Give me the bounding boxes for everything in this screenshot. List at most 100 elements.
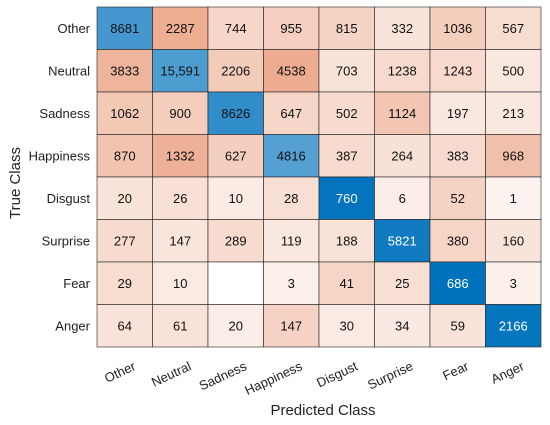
heatmap-cell-label-2-7: 213	[502, 106, 524, 121]
heatmap-cell-label-5-4: 188	[336, 233, 358, 248]
heatmap-cell-0-4	[318, 6, 375, 50]
heatmap-cell-label-3-7: 968	[502, 148, 524, 163]
heatmap-cell-6-7	[485, 261, 542, 305]
heatmap-cell-6-0	[96, 261, 153, 305]
heatmap-cell-label-7-2: 20	[229, 318, 243, 333]
heatmap-cell-3-6	[429, 134, 486, 178]
heatmap-cell-6-2	[207, 261, 264, 305]
heatmap-cell-2-2	[207, 91, 264, 135]
heatmap-cell-label-3-3: 4816	[277, 148, 306, 163]
heatmap-cell-4-6	[429, 176, 486, 220]
x-tick-label-1: Neutral	[149, 358, 193, 389]
heatmap-cell-7-5	[374, 304, 431, 348]
heatmap-cell-2-3	[263, 91, 320, 135]
heatmap-cell-label-1-0: 3833	[110, 63, 139, 78]
heatmap-cell-label-7-6: 59	[451, 318, 465, 333]
y-tick-label-4: Disgust	[47, 191, 91, 206]
heatmap-cell-label-4-5: 6	[399, 191, 406, 206]
heatmap-cell-label-4-6: 52	[451, 191, 465, 206]
heatmap-cell-label-4-7: 1	[510, 191, 517, 206]
heatmap-cell-0-3	[263, 6, 320, 50]
heatmap-cell-5-6	[429, 219, 486, 263]
heatmap-cell-2-1	[152, 91, 209, 135]
x-tick-label-0: Other	[102, 358, 138, 386]
heatmap-cell-label-1-5: 1238	[388, 63, 417, 78]
heatmap-cell-label-6-7: 3	[510, 276, 517, 291]
heatmap-cell-4-5	[374, 176, 431, 220]
y-tick-label-6: Fear	[63, 276, 90, 291]
heatmap-cell-label-4-4: 760	[336, 191, 358, 206]
heatmap-cell-1-7	[485, 49, 542, 93]
heatmap-cell-label-1-1: 15,591	[160, 63, 200, 78]
heatmap-cell-label-0-6: 1036	[443, 21, 472, 36]
heatmap-cell-1-5	[374, 49, 431, 93]
x-tick-label-7: Anger	[489, 358, 527, 387]
heatmap-cell-label-2-1: 900	[169, 106, 191, 121]
y-tick-label-1: Neutral	[48, 63, 90, 78]
heatmap-cell-2-5	[374, 91, 431, 135]
heatmap-cell-label-2-4: 502	[336, 106, 358, 121]
x-tick-label-5: Surprise	[365, 358, 415, 392]
heatmap-cell-4-2	[207, 176, 264, 220]
heatmap-cell-label-7-3: 147	[280, 318, 302, 333]
heatmap-cell-label-5-3: 119	[281, 233, 302, 248]
heatmap-cell-label-3-1: 1332	[166, 148, 195, 163]
heatmap-cell-label-7-7: 2166	[499, 318, 528, 333]
y-tick-label-7: Anger	[55, 318, 90, 333]
y-tick-label-2: Sadness	[39, 106, 90, 121]
heatmap-cell-label-7-0: 64	[118, 318, 132, 333]
heatmap-cell-label-1-3: 4538	[277, 63, 306, 78]
heatmap-cell-5-2	[207, 219, 264, 263]
heatmap-cell-5-1	[152, 219, 209, 263]
heatmap-cell-7-2	[207, 304, 264, 348]
heatmap-cell-7-0	[96, 304, 153, 348]
heatmap-cell-0-0	[96, 6, 153, 50]
heatmap-cell-0-2	[207, 6, 264, 50]
y-tick-label-3: Happiness	[29, 148, 91, 163]
heatmap-cell-label-0-5: 332	[391, 21, 413, 36]
heatmap-cell-label-2-5: 1124	[388, 106, 416, 121]
heatmap-cell-label-6-5: 25	[395, 276, 409, 291]
heatmap-cell-1-1	[152, 49, 209, 93]
heatmap-cell-5-5	[374, 219, 431, 263]
heatmap-cell-label-3-5: 264	[391, 148, 413, 163]
heatmap-cell-label-3-4: 387	[336, 148, 358, 163]
heatmap-cell-label-1-4: 703	[336, 63, 358, 78]
heatmap-cell-label-5-0: 277	[114, 233, 136, 248]
heatmap-cell-4-4	[318, 176, 375, 220]
heatmap-cell-label-3-6: 383	[447, 148, 469, 163]
heatmap-cell-label-7-1: 61	[173, 318, 187, 333]
heatmap-cell-label-5-5: 5821	[388, 233, 417, 248]
heatmap-cell-label-4-1: 26	[173, 191, 187, 206]
y-tick-label-5: Surprise	[42, 233, 90, 248]
heatmap-cell-label-6-1: 10	[173, 276, 187, 291]
heatmap-cell-label-7-5: 34	[395, 318, 409, 333]
heatmap-cell-label-5-7: 160	[502, 233, 524, 248]
heatmap-cell-label-4-2: 10	[229, 191, 243, 206]
heatmap-cell-6-5	[374, 261, 431, 305]
heatmap-cell-label-0-0: 8681	[110, 21, 139, 36]
heatmap-cell-7-1	[152, 304, 209, 348]
y-tick-label-0: Other	[57, 21, 90, 36]
heatmap-cell-label-7-4: 30	[340, 318, 354, 333]
heatmap-cell-7-7	[485, 304, 542, 348]
heatmap-cell-6-1	[152, 261, 209, 305]
heatmap-cell-2-0	[96, 91, 153, 135]
heatmap-cell-1-3	[263, 49, 320, 93]
heatmap-cell-label-4-3: 28	[284, 191, 298, 206]
heatmap-cell-label-2-2: 8626	[221, 106, 250, 121]
heatmap-cell-3-3	[263, 134, 320, 178]
x-tick-label-3: Happiness	[242, 358, 304, 398]
heatmap-cell-label-0-2: 744	[225, 21, 247, 36]
heatmap-cell-0-5	[374, 6, 431, 50]
heatmap-cell-7-6	[429, 304, 486, 348]
heatmap-cell-label-2-6: 197	[447, 106, 469, 121]
heatmap-cell-6-3	[263, 261, 320, 305]
heatmap-cell-label-1-7: 500	[502, 63, 524, 78]
heatmap-cell-6-6	[429, 261, 486, 305]
heatmap-cell-4-7	[485, 176, 542, 220]
heatmap-cell-2-6	[429, 91, 486, 135]
x-tick-label-6: Fear	[440, 358, 471, 383]
heatmap-cell-label-0-1: 2287	[166, 21, 195, 36]
